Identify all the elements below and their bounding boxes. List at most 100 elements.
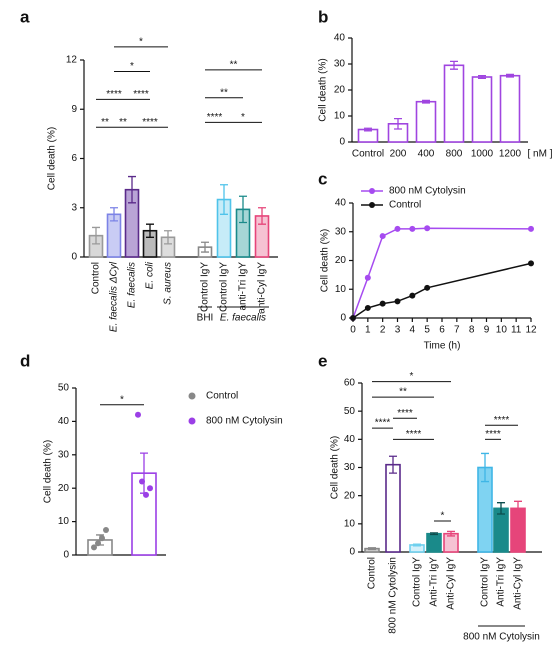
series-marker xyxy=(409,225,416,232)
significance-label: **** xyxy=(207,112,223,123)
x-tick-label: 0 xyxy=(350,325,356,336)
y-tick-label: 20 xyxy=(58,483,70,494)
significance-label: ** xyxy=(119,117,127,128)
x-tick-label: 1 xyxy=(365,325,371,336)
panel-letter: e xyxy=(318,351,327,370)
x-tick-label: 1000 xyxy=(471,149,494,160)
error-bar xyxy=(514,500,522,517)
y-tick-label: 30 xyxy=(335,226,347,237)
error-bar xyxy=(481,452,489,483)
series-marker xyxy=(379,233,386,240)
series-marker xyxy=(528,260,534,267)
series-marker xyxy=(528,225,534,232)
y-axis-label: Cell death (%) xyxy=(43,440,54,503)
significance-label: **** xyxy=(106,89,122,100)
y-tick-label: 50 xyxy=(58,383,70,394)
x-tick-label: anti-Tri IgY xyxy=(238,262,249,311)
legend-label: Control xyxy=(206,391,238,402)
x-tick-label: 800 xyxy=(446,149,463,160)
error-bar xyxy=(430,532,438,536)
y-tick-label: 30 xyxy=(334,59,346,70)
y-tick-label: 40 xyxy=(58,416,70,427)
data-point xyxy=(147,485,153,492)
error-bar xyxy=(239,195,247,224)
data-point xyxy=(143,491,149,498)
y-tick-label: 60 xyxy=(344,378,356,389)
series-marker xyxy=(394,225,401,232)
x-tick-label: 800 nM Cytolysin xyxy=(388,557,399,634)
series-marker xyxy=(364,274,371,281)
x-tick-label: Control xyxy=(367,557,378,589)
x-tick-label: S. aureus xyxy=(163,262,174,305)
x-tick-label: Control IgY xyxy=(200,262,211,312)
y-tick-label: 0 xyxy=(340,313,346,324)
y-tick-label: 40 xyxy=(335,198,347,209)
legend-label: 800 nM Cytolysin xyxy=(389,186,466,197)
x-tick-label: Anti-Tri IgY xyxy=(496,557,507,607)
x-tick-label: Control xyxy=(352,149,384,160)
significance-label: * xyxy=(139,37,143,48)
x-tick-label: 5 xyxy=(424,325,430,336)
bar xyxy=(385,463,401,553)
series-marker xyxy=(424,284,431,291)
y-tick-label: 30 xyxy=(344,462,356,473)
x-tick-label: 2 xyxy=(380,325,386,336)
y-tick-label: 0 xyxy=(63,550,69,561)
legend-marker xyxy=(369,202,375,208)
x-tick-label: 12 xyxy=(525,325,537,336)
group-label: BHI xyxy=(197,313,214,324)
bar xyxy=(443,64,465,143)
x-tick-label: 4 xyxy=(410,325,416,336)
significance-label: ** xyxy=(101,117,109,128)
x-tick-label: Control IgY xyxy=(480,557,491,607)
y-tick-label: 50 xyxy=(344,406,356,417)
significance-label: ** xyxy=(399,387,407,398)
x-tick-label: Anti-Tri IgY xyxy=(429,557,440,607)
series-marker xyxy=(409,292,416,299)
y-tick-label: 10 xyxy=(344,518,356,529)
error-bar xyxy=(164,230,172,245)
series-marker xyxy=(364,304,371,311)
significance-label: **** xyxy=(494,415,510,426)
bar xyxy=(493,507,509,553)
error-bar xyxy=(447,530,455,537)
x-axis-label: Time (h) xyxy=(424,341,461,352)
x-tick-label: 200 xyxy=(390,149,407,160)
error-bar xyxy=(146,223,154,238)
significance-label: * xyxy=(120,394,124,405)
error-bar xyxy=(368,547,376,551)
group-label: 800 nM Cytolysin xyxy=(463,632,540,643)
y-tick-label: 6 xyxy=(71,153,77,164)
x-tick-label: 11 xyxy=(511,325,522,336)
legend-marker xyxy=(188,417,196,425)
panel-letter: a xyxy=(20,7,30,26)
significance-label: **** xyxy=(397,408,413,419)
data-point xyxy=(91,544,97,551)
significance-label: **** xyxy=(375,418,391,429)
legend-marker xyxy=(369,188,375,194)
series-marker xyxy=(379,300,386,307)
error-bar xyxy=(128,175,136,204)
series-marker xyxy=(350,315,356,321)
y-tick-label: 40 xyxy=(334,33,346,44)
error-bar xyxy=(201,241,209,253)
x-tick-label: 7 xyxy=(454,325,460,336)
error-bar xyxy=(364,127,372,132)
bar xyxy=(426,532,442,553)
y-axis-label: Cell death (%) xyxy=(330,436,341,499)
significance-label: * xyxy=(241,112,245,123)
y-tick-label: 20 xyxy=(344,490,356,501)
error-bar xyxy=(478,75,486,79)
significance-label: **** xyxy=(406,429,422,440)
data-point xyxy=(139,478,145,485)
error-bar xyxy=(258,207,266,225)
significance-label: * xyxy=(410,371,414,382)
y-tick-label: 12 xyxy=(66,55,78,66)
x-tick-label: E. faecalis xyxy=(127,262,138,308)
y-tick-label: 20 xyxy=(334,85,346,96)
x-tick-label: Control xyxy=(91,262,102,294)
y-tick-label: 9 xyxy=(71,104,77,115)
significance-label: ** xyxy=(220,87,228,98)
significance-label: * xyxy=(441,511,445,522)
x-tick-label: 8 xyxy=(469,325,475,336)
